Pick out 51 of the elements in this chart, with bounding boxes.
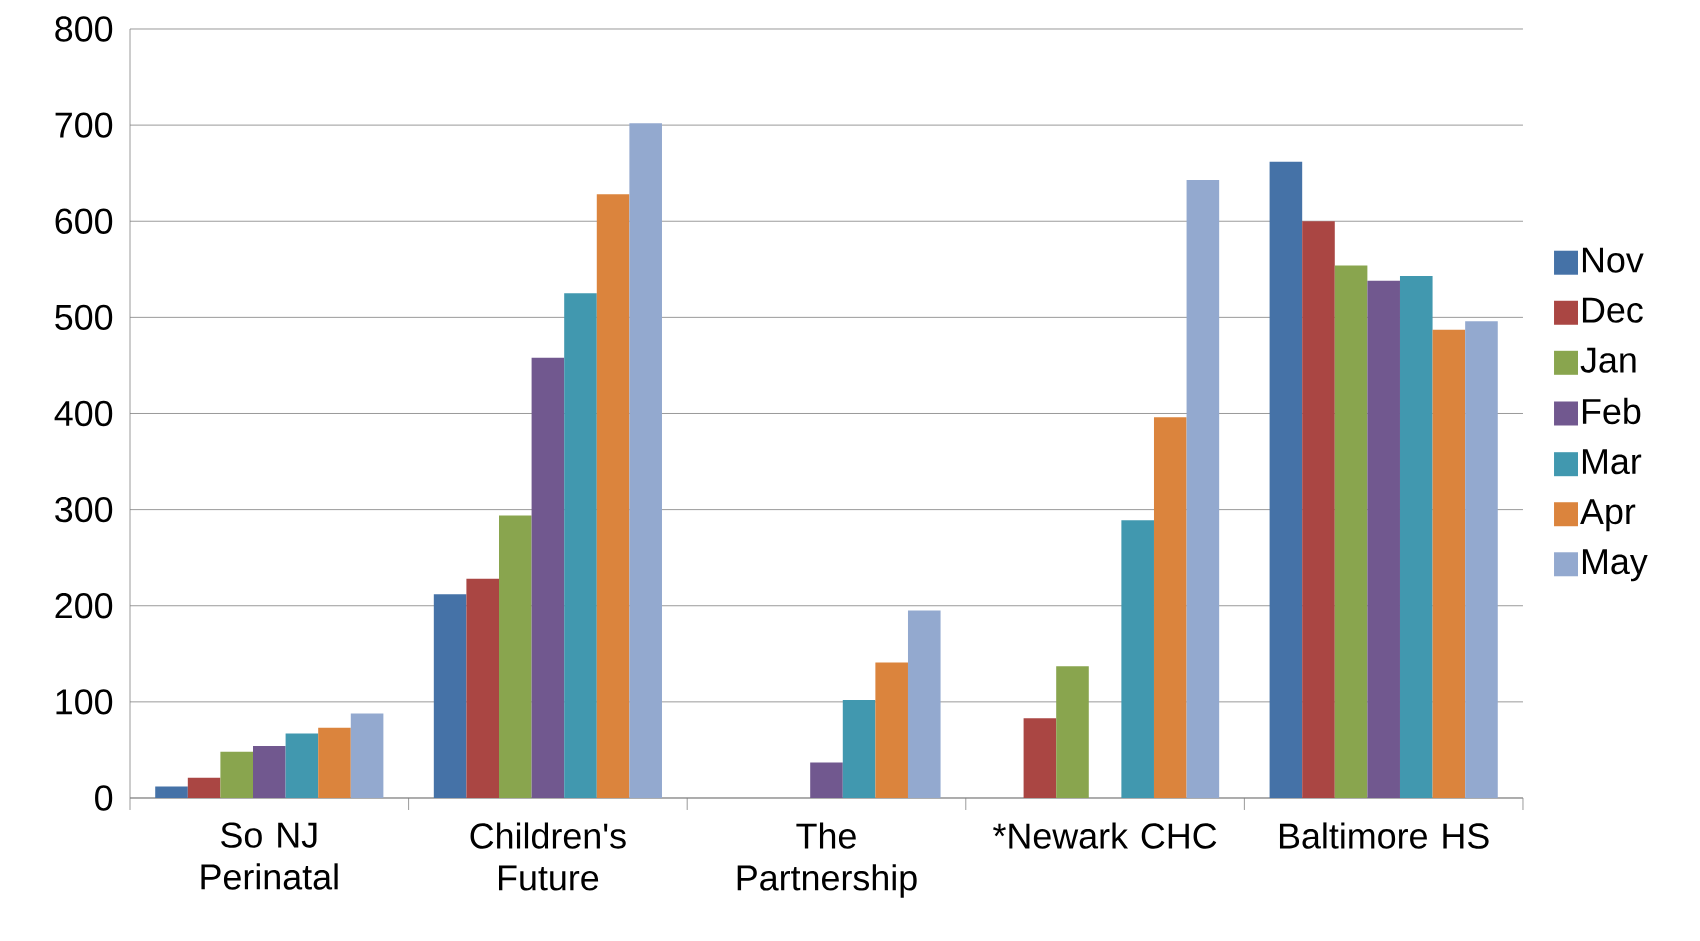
legend-label: Dec bbox=[1582, 297, 1643, 323]
bar bbox=[531, 357, 565, 798]
bar bbox=[1432, 329, 1466, 798]
bar bbox=[1153, 417, 1187, 798]
bar bbox=[318, 727, 351, 798]
y-tick-label: 400 bbox=[54, 400, 113, 427]
bar bbox=[253, 746, 286, 798]
bar bbox=[155, 786, 188, 798]
y-tick-label: 0 bbox=[95, 785, 113, 811]
x-tick-label: So NJ Perinatal bbox=[201, 822, 338, 890]
bar bbox=[629, 123, 662, 798]
bar bbox=[499, 515, 532, 798]
y-tick-label: 200 bbox=[55, 593, 113, 619]
y-tick-label: 300 bbox=[55, 496, 113, 523]
bar bbox=[433, 594, 467, 798]
bar bbox=[1367, 280, 1400, 798]
bar bbox=[1302, 221, 1335, 798]
x-tick-label: *Newark CHC bbox=[993, 822, 1217, 849]
y-tick-label: 600 bbox=[55, 208, 113, 234]
bar bbox=[564, 293, 597, 798]
x-tick-label: Children's Future bbox=[470, 822, 626, 891]
legend-label: Feb bbox=[1582, 397, 1641, 425]
bar bbox=[1121, 520, 1154, 798]
bar bbox=[1465, 321, 1498, 798]
legend-label: Jan bbox=[1580, 347, 1636, 373]
bar bbox=[810, 762, 843, 798]
y-tick-label: 800 bbox=[55, 16, 113, 42]
x-tick-label: The Partnership bbox=[737, 822, 917, 898]
bar bbox=[1269, 161, 1303, 798]
legend-label: Mar bbox=[1582, 449, 1642, 475]
bar bbox=[1023, 718, 1057, 798]
y-tick-label: 500 bbox=[55, 304, 113, 331]
y-tick-label: 100 bbox=[56, 689, 113, 715]
x-tick-label: Baltimore HS bbox=[1279, 822, 1489, 849]
legend-label: Nov bbox=[1582, 247, 1644, 273]
bar bbox=[1399, 276, 1433, 798]
bar bbox=[466, 578, 499, 798]
bar bbox=[875, 662, 908, 798]
bar bbox=[842, 699, 876, 798]
y-tick-label: 700 bbox=[55, 112, 113, 138]
bar bbox=[1056, 666, 1089, 798]
bar bbox=[907, 610, 941, 798]
bar bbox=[220, 751, 253, 798]
bar bbox=[1186, 179, 1220, 798]
bar bbox=[187, 777, 221, 798]
bar bbox=[596, 194, 630, 798]
bar bbox=[350, 713, 384, 798]
legend-label: Apr bbox=[1580, 499, 1636, 532]
bar bbox=[285, 733, 319, 798]
bar bbox=[1334, 265, 1368, 798]
legend-label: May bbox=[1582, 549, 1648, 582]
